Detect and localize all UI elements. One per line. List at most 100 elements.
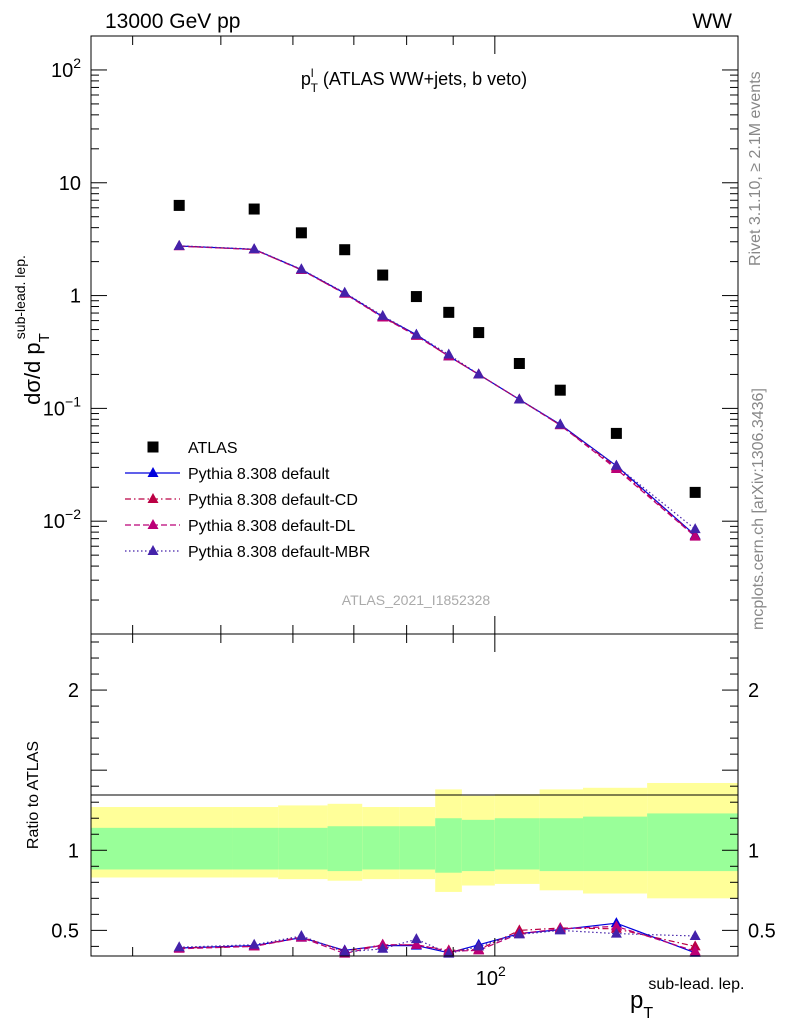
ratio-point-pythia-8-308-default-mbr-10: [610, 927, 622, 938]
legend-marker-pythia-8-308-default-mbr: [147, 545, 159, 555]
ratio-axis-ticks: [91, 634, 738, 956]
ratio-line-pythia-8-308-default-cd: [179, 927, 696, 952]
data-point-pythia-8-308-default-mbr-3: [339, 286, 351, 297]
data-point-atlas-1: [248, 203, 260, 215]
legend-label-atlas: ATLAS: [188, 440, 238, 457]
data-point-atlas-6: [443, 306, 455, 318]
inner-band-bin-3: [327, 826, 363, 872]
main-plot-panel: 102 10 1 10−1 10−2 pl T (ATLAS WW+jets, b vet…: [12, 35, 739, 635]
data-point-atlas-3: [339, 244, 351, 256]
process-label: WW: [692, 10, 732, 33]
inner-band-bin-7: [461, 819, 495, 872]
ratio-y-tick-label-right: 1: [748, 840, 759, 862]
legend-marker-pythia-8-308-default-dl: [147, 519, 159, 529]
ratio-y-axis-label: Ratio to ATLAS: [25, 741, 42, 849]
y-axis-label: dσ/d pTsub-lead. lep.: [12, 255, 53, 405]
data-point-atlas-4: [377, 269, 389, 281]
legend-marker-pythia-8-308-default: [147, 467, 159, 477]
inner-band-bin-0: [91, 827, 233, 870]
inner-band-bin-10: [583, 816, 648, 872]
ratio-y-tick-label-left: 1: [68, 840, 79, 862]
data-point-pythia-8-308-default-dl-11: [689, 530, 701, 541]
data-point-pythia-8-308-default-mbr-10: [610, 459, 622, 470]
ratio-line-pythia-8-308-default-dl: [179, 925, 696, 955]
ratio-point-pythia-8-308-default-mbr-6: [443, 947, 455, 958]
ratio-y-tick-labels: 0.5 0.5 1 1 2 2: [51, 680, 776, 942]
data-point-atlas-10: [610, 427, 622, 439]
legend-label-pythia-8-308-default-cd: Pythia 8.308 default-CD: [188, 492, 358, 509]
x-tick-labels: 102: [476, 963, 506, 990]
y-tick-label: 10: [59, 173, 81, 195]
data-point-pythia-8-308-default-mbr-6: [443, 348, 455, 359]
legend-marker-atlas: [147, 441, 159, 453]
data-point-pythia-8-308-default-mbr-2: [295, 263, 307, 274]
data-point-pythia-8-308-default-mbr-7: [473, 368, 485, 379]
data-point-pythia-8-308-default-mbr-5: [410, 328, 422, 339]
rivet-version-label: Rivet 3.1.10, ≥ 2.1M events: [747, 71, 764, 266]
ratio-y-tick-label-left: 0.5: [51, 920, 79, 942]
series-line-pythia-8-308-default-dl: [179, 245, 696, 538]
data-point-atlas-8: [513, 357, 525, 369]
inner-band-bin-8: [494, 818, 540, 870]
plot-title: pl T (ATLAS WW+jets, b veto): [301, 66, 527, 95]
y-tick-label: 102: [51, 55, 81, 82]
data-point-atlas-9: [554, 384, 566, 396]
data-point-atlas-11: [689, 486, 701, 498]
ratio-point-pythia-8-308-default-mbr-3: [339, 945, 351, 956]
ratio-point-pythia-8-308-default-dl-10: [610, 920, 622, 931]
y-tick-label: 10−1: [43, 393, 81, 420]
y-tick-label: 10−2: [43, 506, 81, 533]
x-axis-label: pTsub-lead. lep.: [630, 976, 744, 1022]
x-tick-label: 102: [476, 963, 506, 990]
data-point-atlas-5: [410, 291, 422, 303]
main-y-tick-labels: 102 10 1 10−1 10−2: [43, 55, 81, 533]
inner-band-bin-6: [435, 818, 462, 873]
ratio-point-pythia-8-308-default-dl-5: [410, 938, 422, 949]
ratio-point-pythia-8-308-default-mbr-5: [410, 933, 422, 944]
data-point-atlas-2: [295, 227, 307, 239]
ratio-point-pythia-8-308-default-mbr-11: [689, 929, 701, 940]
ratio-y-tick-label-right: 0.5: [748, 920, 776, 942]
ratio-point-pythia-8-308-default-mbr-4: [377, 942, 389, 953]
ratio-line-pythia-8-308-default-mbr: [179, 929, 696, 955]
ratio-point-pythia-8-308-default-dl-11: [689, 945, 701, 956]
data-point-atlas-0: [173, 199, 185, 211]
ratio-plot-frame: [90, 633, 739, 957]
inner-band-bin-5: [399, 826, 436, 870]
ratio-point-pythia-8-308-default-mbr-7: [473, 940, 485, 951]
data-point-pythia-8-308-default-mbr-11: [689, 523, 701, 534]
ratio-plot-panel: 0.5 0.5 1 1 2 2 Ratio to ATLAS: [25, 633, 776, 958]
main-data-layer: [173, 199, 701, 541]
legend-marker-pythia-8-308-default-cd: [147, 493, 159, 503]
inner-band-bin-4: [362, 826, 400, 870]
y-tick-label: 1: [70, 286, 81, 308]
ratio-point-pythia-8-308-default-mbr-0: [173, 941, 185, 952]
ratio-point-pythia-8-308-default-mbr-2: [295, 929, 307, 940]
ratio-y-tick-label-right: 2: [748, 680, 759, 702]
ratio-data-layer: [173, 917, 701, 958]
inner-band-bin-2: [278, 827, 328, 870]
ratio-uncertainty-bands: [91, 782, 738, 899]
data-point-pythia-8-308-default-mbr-0: [173, 239, 185, 250]
analysis-id-label: ATLAS_2021_I1852328: [342, 592, 491, 608]
legend-label-pythia-8-308-default: Pythia 8.308 default: [188, 466, 330, 483]
data-point-pythia-8-308-default-mbr-4: [377, 309, 389, 320]
ratio-point-pythia-8-308-default-mbr-9: [554, 924, 566, 935]
mcplots-label: mcplots.cern.ch [arXiv:1306.3436]: [750, 388, 767, 630]
legend: ATLAS Pythia 8.308 default Pythia 8.308 de…: [125, 440, 370, 561]
main-axis-ticks: [91, 35, 738, 635]
data-point-pythia-8-308-default-mbr-9: [554, 418, 566, 429]
inner-band-bin-9: [539, 818, 584, 872]
data-point-atlas-7: [473, 327, 485, 339]
data-point-pythia-8-308-default-mbr-1: [248, 243, 260, 254]
inner-band-bin-11: [647, 813, 738, 872]
legend-label-pythia-8-308-default-dl: Pythia 8.308 default-DL: [188, 518, 355, 535]
inner-band-bin-1: [232, 827, 279, 870]
legend-label-pythia-8-308-default-mbr: Pythia 8.308 default-MBR: [188, 544, 370, 561]
ratio-point-pythia-8-308-default-mbr-8: [513, 928, 525, 939]
series-line-pythia-8-308-default-mbr: [179, 245, 696, 530]
ratio-y-tick-label-left: 2: [68, 680, 79, 702]
ratio-point-pythia-8-308-default-mbr-1: [248, 938, 260, 949]
energy-label: 13000 GeV pp: [105, 10, 240, 33]
